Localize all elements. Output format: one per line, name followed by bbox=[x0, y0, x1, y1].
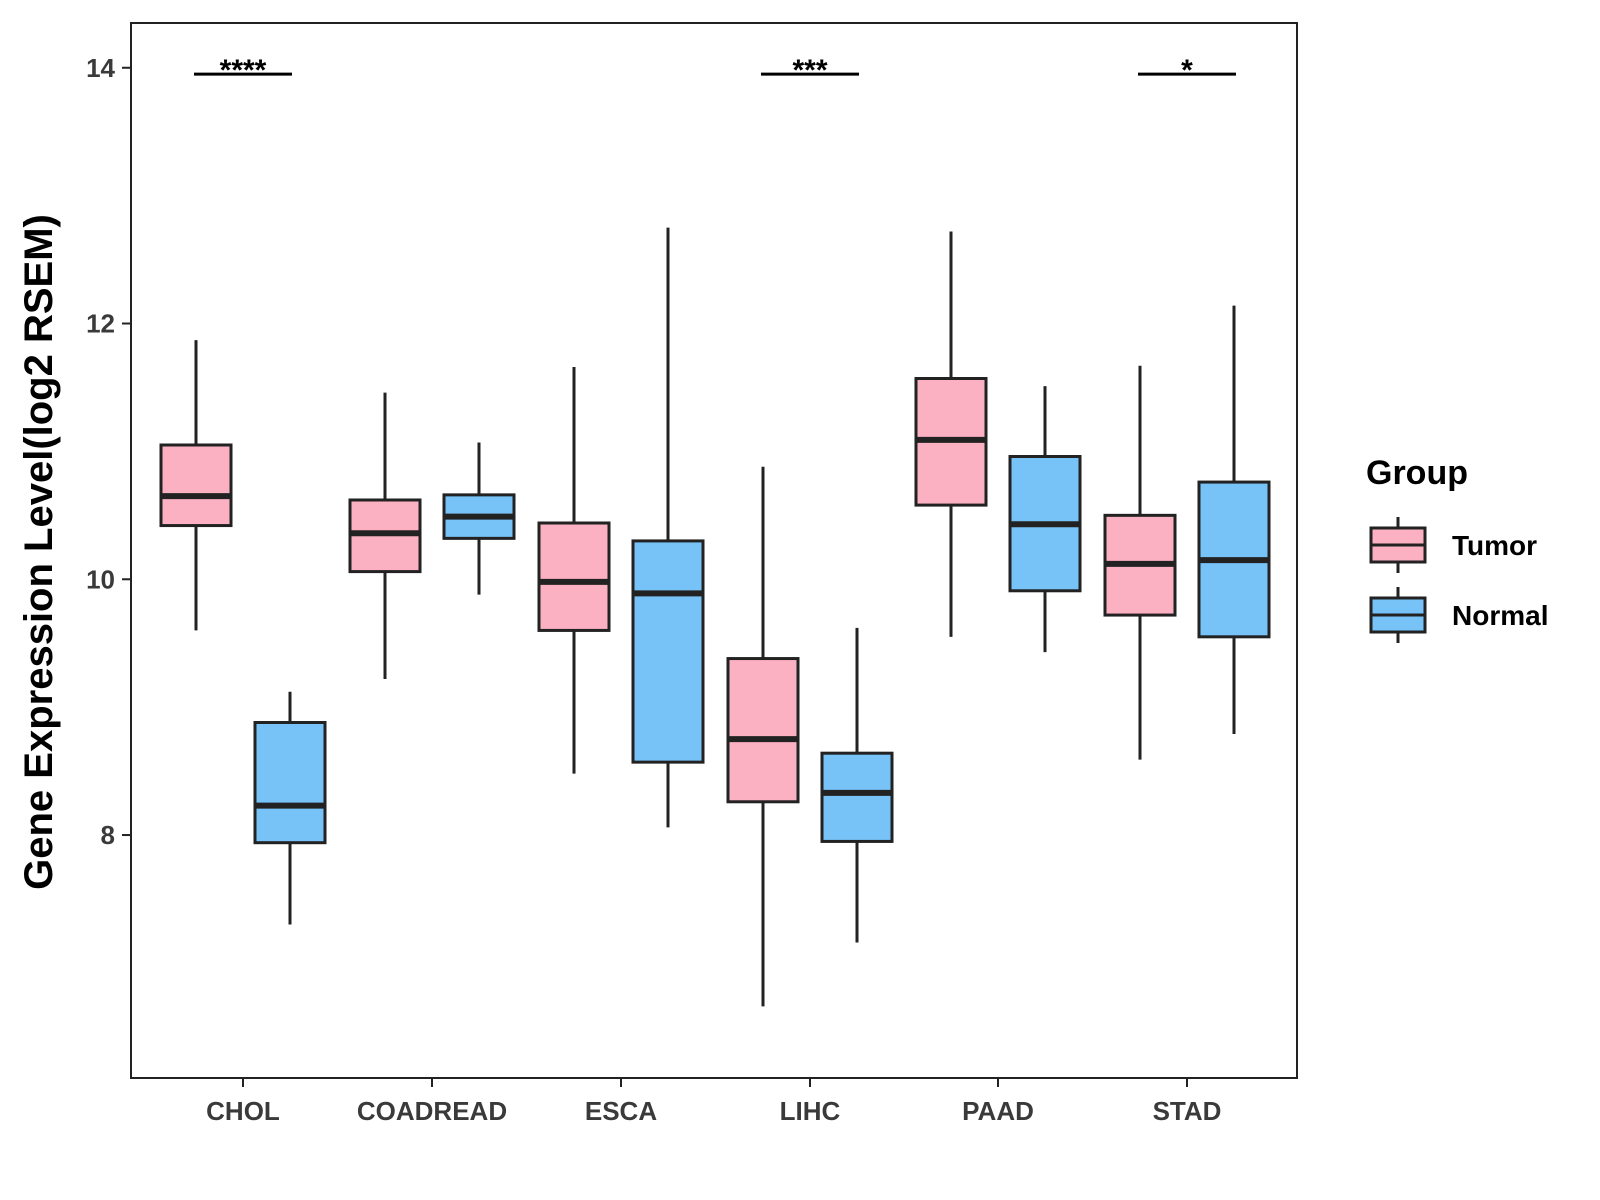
box-body bbox=[820, 751, 894, 843]
plot-panel-border bbox=[130, 22, 1298, 1079]
box-normal-esca bbox=[631, 227, 705, 828]
x-axis: CHOL COADREAD ESCA LIHC PAAD STAD bbox=[206, 1078, 1221, 1126]
box-tumor-stad bbox=[1103, 365, 1177, 760]
significance-label: * bbox=[1181, 54, 1193, 87]
y-tick-label: 10 bbox=[86, 564, 115, 594]
x-tick-label: COADREAD bbox=[357, 1096, 507, 1126]
box-normal-chol bbox=[253, 691, 327, 925]
significance-label: *** bbox=[792, 54, 827, 87]
y-axis-title: Gene Expression Level(log2 RSEM) bbox=[17, 214, 61, 890]
box-normal-paad bbox=[1008, 386, 1082, 653]
legend-label-normal: Normal bbox=[1452, 600, 1548, 631]
plot-marks bbox=[159, 227, 1271, 1007]
significance-label: **** bbox=[220, 54, 267, 87]
legend: Group Tumor Normal bbox=[1366, 454, 1548, 643]
legend-title: Group bbox=[1366, 454, 1468, 492]
x-tick-label: STAD bbox=[1153, 1096, 1222, 1126]
y-axis: 8 10 12 14 bbox=[86, 53, 131, 850]
legend-key-tumor bbox=[1369, 517, 1427, 573]
x-tick-label: LIHC bbox=[780, 1096, 841, 1126]
x-tick-label: ESCA bbox=[585, 1096, 657, 1126]
box-normal-stad bbox=[1197, 305, 1271, 735]
box-tumor-esca bbox=[537, 366, 611, 774]
box-body bbox=[159, 443, 233, 528]
box-tumor-coadread bbox=[348, 392, 422, 680]
y-tick-label: 14 bbox=[86, 53, 115, 83]
x-tick-label: PAAD bbox=[962, 1096, 1034, 1126]
y-tick-label: 8 bbox=[101, 820, 115, 850]
significance-annotations: **** *** * bbox=[194, 54, 1236, 87]
legend-label-tumor: Tumor bbox=[1452, 530, 1537, 561]
x-tick-label: CHOL bbox=[206, 1096, 280, 1126]
box-normal-coadread bbox=[442, 442, 516, 595]
box-tumor-paad bbox=[914, 231, 988, 637]
box-tumor-lihc bbox=[726, 466, 800, 1007]
y-tick-label: 12 bbox=[86, 309, 115, 339]
box-normal-lihc bbox=[820, 627, 894, 943]
box-body bbox=[253, 720, 327, 845]
box-body bbox=[537, 521, 611, 632]
legend-key-normal bbox=[1369, 587, 1427, 643]
box-body bbox=[631, 539, 705, 764]
box-tumor-chol bbox=[159, 340, 233, 631]
box-body bbox=[726, 657, 800, 804]
